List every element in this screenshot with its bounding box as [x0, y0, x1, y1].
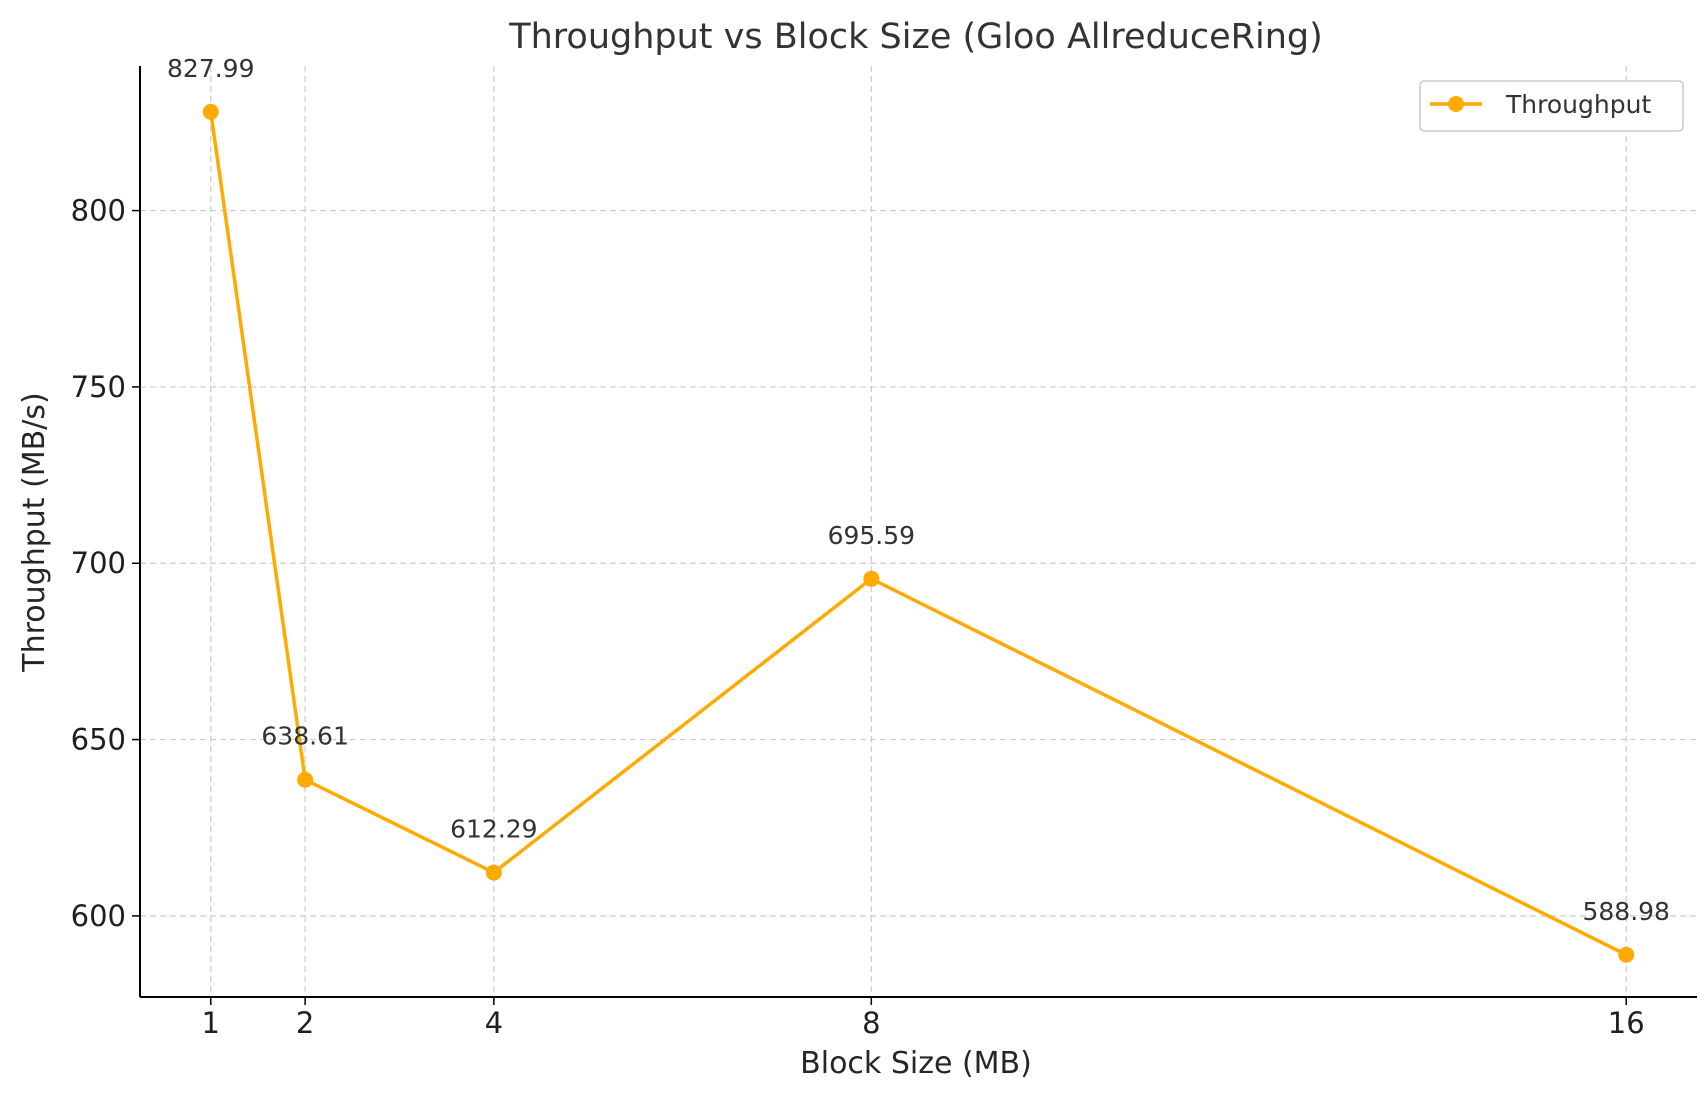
data-point [1618, 946, 1635, 963]
data-point [202, 103, 219, 120]
legend-label: Throughput [1505, 90, 1651, 119]
series-layer [202, 103, 1635, 963]
y-tick-label: 800 [71, 194, 126, 228]
axes-layer: 1 2 4 8 16 600 650 700 750 800 [71, 66, 1697, 1040]
grid-layer [140, 66, 1697, 997]
data-point [297, 771, 314, 788]
y-tick-label: 750 [71, 370, 126, 404]
data-label: 638.61 [261, 722, 348, 751]
y-tick-label: 650 [71, 723, 126, 757]
legend-box [1419, 80, 1684, 132]
y-tick-label: 600 [71, 899, 126, 933]
x-tick-label: 2 [296, 1006, 314, 1040]
y-axis-label: Throughput (MB/s) [17, 392, 52, 672]
data-point [485, 864, 502, 881]
x-tick-label: 1 [202, 1006, 220, 1040]
data-label: 695.59 [828, 521, 915, 550]
data-label: 588.98 [1582, 897, 1669, 926]
x-tick-label: 4 [485, 1006, 503, 1040]
legend-marker-swatch [1448, 96, 1464, 112]
x-tick-label: 8 [862, 1006, 880, 1040]
data-label: 827.99 [167, 54, 254, 83]
data-label: 612.29 [450, 815, 537, 844]
x-tick-label: 16 [1608, 1006, 1645, 1040]
x-axis-label: Block Size (MB) [800, 1046, 1032, 1081]
data-labels-layer: 827.99 638.61 612.29 695.59 588.98 [167, 54, 1670, 926]
legend: Throughput [1419, 80, 1684, 132]
chart-title: Throughput vs Block Size (Gloo Allreduce… [508, 17, 1323, 57]
series-line [209, 111, 1628, 957]
y-tick-label: 700 [71, 546, 126, 580]
data-point [863, 570, 880, 587]
